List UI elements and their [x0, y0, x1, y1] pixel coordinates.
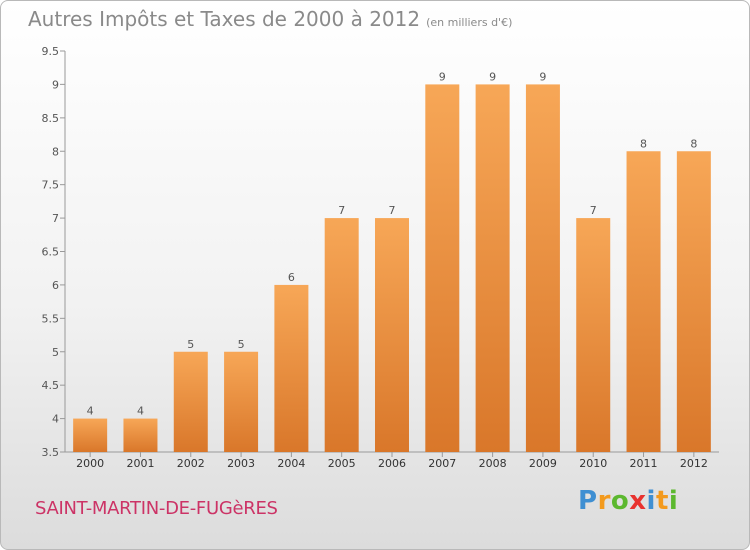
y-tick-label: 4 [52, 413, 59, 426]
data-label: 8 [640, 137, 647, 150]
y-tick-label: 4.5 [42, 379, 60, 392]
bar [73, 418, 108, 452]
data-label: 6 [288, 271, 295, 284]
bar [173, 351, 208, 452]
x-tick-label: 2008 [479, 457, 507, 470]
bar [224, 351, 259, 452]
logo-letter: r [597, 486, 611, 516]
logo-letter: o [610, 486, 630, 516]
bar [123, 418, 158, 452]
data-label: 4 [137, 405, 144, 418]
bar [626, 151, 661, 452]
y-tick-label: 9.5 [42, 45, 60, 58]
logo-letter: i [668, 486, 679, 516]
y-tick-label: 5 [52, 346, 59, 359]
y-tick-label: 9 [52, 78, 59, 91]
chart-unit: (en milliers d'€) [426, 16, 513, 29]
y-tick-label: 5.5 [42, 312, 60, 325]
data-label: 7 [389, 204, 396, 217]
data-label: 9 [539, 70, 546, 83]
x-tick-label: 2004 [277, 457, 305, 470]
x-tick-label: 2002 [177, 457, 205, 470]
y-tick-label: 8 [52, 145, 59, 158]
x-tick-label: 2001 [126, 457, 154, 470]
x-tick-label: 2010 [579, 457, 607, 470]
data-label: 9 [489, 70, 496, 83]
bar [525, 84, 560, 453]
logo-letter: i [646, 486, 656, 516]
data-label: 7 [338, 204, 345, 217]
bar [475, 84, 510, 453]
proxiti-logo: Proxiti [578, 486, 678, 516]
bar [676, 151, 711, 452]
x-tick-label: 2012 [680, 457, 708, 470]
x-tick-label: 2000 [76, 457, 104, 470]
x-tick-label: 2009 [529, 457, 557, 470]
chart-title: Autres Impôts et Taxes de 2000 à 2012 (en… [28, 7, 512, 31]
chart-title-text: Autres Impôts et Taxes de 2000 à 2012 [28, 7, 421, 31]
data-label: 9 [439, 70, 446, 83]
data-label: 5 [187, 338, 194, 351]
bar [576, 218, 611, 452]
y-tick-label: 7.5 [42, 179, 60, 192]
logo-letter: P [578, 486, 598, 516]
y-tick-label: 6.5 [42, 246, 60, 259]
logo-letter: t [655, 486, 669, 516]
x-tick-label: 2003 [227, 457, 255, 470]
bar [375, 218, 409, 452]
logo-letter: x [629, 486, 647, 516]
data-label: 5 [238, 338, 245, 351]
bar [324, 218, 359, 452]
x-tick-label: 2011 [630, 457, 658, 470]
bar [274, 284, 309, 452]
y-tick-label: 3.5 [42, 446, 60, 459]
x-tick-label: 2006 [378, 457, 406, 470]
x-tick-label: 2005 [328, 457, 356, 470]
x-tick-label: 2007 [428, 457, 456, 470]
data-label: 8 [690, 137, 697, 150]
y-tick-label: 6 [52, 279, 59, 292]
y-tick-label: 8.5 [42, 112, 60, 125]
commune-name: SAINT-MARTIN-DE-FUGèRES [35, 498, 278, 519]
bar [425, 84, 460, 453]
y-tick-label: 7 [52, 212, 59, 225]
data-label: 4 [87, 405, 94, 418]
data-label: 7 [590, 204, 597, 217]
